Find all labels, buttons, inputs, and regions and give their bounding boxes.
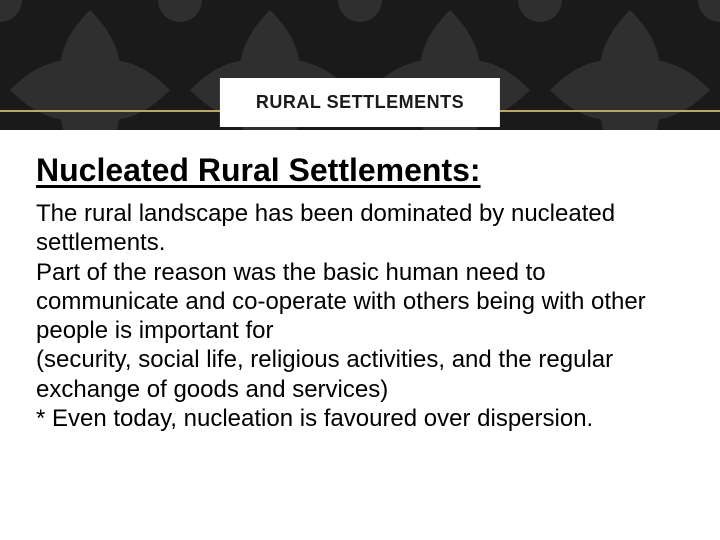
content-body: The rural landscape has been dominated b… — [36, 199, 684, 433]
banner-header: RURAL SETTLEMENTS — [0, 0, 720, 130]
slide-title-box: RURAL SETTLEMENTS — [220, 78, 500, 127]
content-heading: Nucleated Rural Settlements: — [36, 152, 684, 189]
slide-title-text: RURAL SETTLEMENTS — [256, 92, 464, 112]
content-area: Nucleated Rural Settlements: The rural l… — [0, 130, 720, 433]
